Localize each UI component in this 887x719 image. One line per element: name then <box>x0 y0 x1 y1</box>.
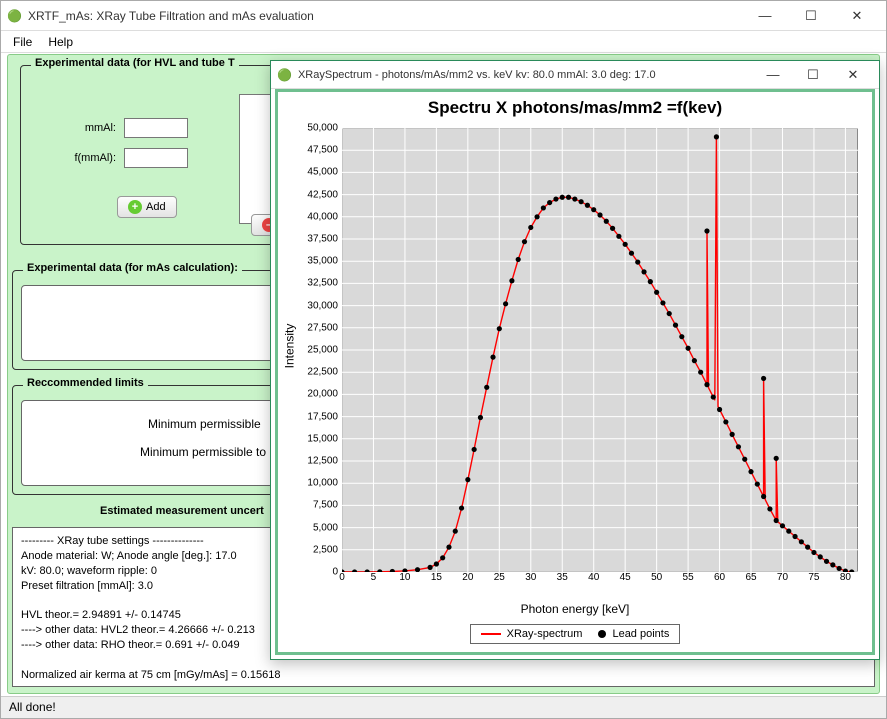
plus-icon: + <box>128 200 142 214</box>
chart-title: Spectru X photons/mas/mm2 =f(kev) <box>278 92 872 120</box>
menubar: File Help <box>1 31 886 53</box>
x-axis-label: Photon energy [keV] <box>278 602 872 620</box>
spectrum-title: XRaySpectrum - photons/mAs/mm2 vs. keV k… <box>298 69 656 81</box>
spectrum-close[interactable]: ✕ <box>833 60 873 90</box>
input-fmmAl[interactable] <box>124 148 188 168</box>
chart-legend: XRay-spectrum Lead points <box>470 624 681 644</box>
x-ticks: 05101520253035404550556065707580 <box>342 572 858 602</box>
statusbar: All done! <box>1 696 886 718</box>
input-mmAl[interactable] <box>124 118 188 138</box>
label-fmmAl: f(mmAl): <box>61 152 116 164</box>
spectrum-maximize[interactable]: ☐ <box>793 60 833 90</box>
label-mmAl: mmAl: <box>61 122 116 134</box>
legend-series1: XRay-spectrum <box>507 628 583 640</box>
menu-help[interactable]: Help <box>42 33 79 51</box>
lead-points <box>342 128 858 572</box>
plot-area <box>342 128 858 572</box>
legend-dot-swatch <box>598 630 606 638</box>
group3-legend: Reccommended limits <box>23 377 148 389</box>
add-button-label: Add <box>146 201 166 213</box>
main-titlebar: 🟢 XRTF_mAs: XRay Tube Filtration and mAs… <box>1 1 886 31</box>
legend-series2: Lead points <box>612 628 669 640</box>
spectrum-icon: 🟢 <box>277 68 292 82</box>
group2-legend: Experimental data (for mAs calculation): <box>23 262 242 274</box>
main-title: XRTF_mAs: XRay Tube Filtration and mAs e… <box>28 9 314 23</box>
chart-container: Spectru X photons/mas/mm2 =f(kev) Intens… <box>275 89 875 655</box>
add-button[interactable]: + Add <box>117 196 177 218</box>
uncertainty-label: Estimated measurement uncert <box>100 505 264 517</box>
maximize-button[interactable]: ☐ <box>788 1 834 31</box>
group1-legend: Experimental data (for HVL and tube T <box>31 57 239 69</box>
y-ticks: 02,5005,0007,50010,00012,50015,00017,500… <box>300 120 342 572</box>
legend-line-swatch <box>481 633 501 635</box>
app-icon: 🟢 <box>7 9 22 23</box>
close-button[interactable]: ✕ <box>834 1 880 31</box>
spectrum-window: 🟢 XRaySpectrum - photons/mAs/mm2 vs. keV… <box>270 60 880 660</box>
minimize-button[interactable]: — <box>742 1 788 31</box>
spectrum-titlebar: 🟢 XRaySpectrum - photons/mAs/mm2 vs. keV… <box>271 61 879 89</box>
y-axis-label: Intensity <box>282 324 296 369</box>
menu-file[interactable]: File <box>7 33 38 51</box>
spectrum-minimize[interactable]: — <box>753 60 793 90</box>
status-text: All done! <box>9 700 56 714</box>
